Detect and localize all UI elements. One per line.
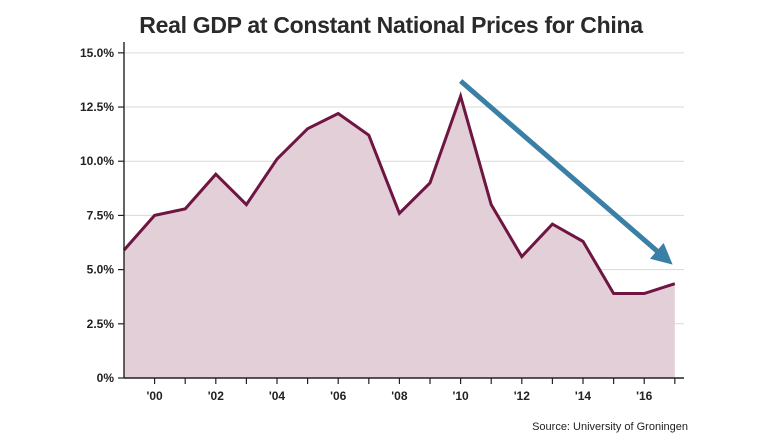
source-note: Source: University of Groningen xyxy=(532,421,688,433)
y-tick-label: 7.5% xyxy=(87,208,115,222)
x-tick-label: '00 xyxy=(146,389,163,403)
series-line xyxy=(122,91,676,295)
y-tick-labels: 0% 2.5% 5.0% 7.5% 10.0% 12.5% 15.0% xyxy=(80,46,114,385)
y-tick-label: 10.0% xyxy=(80,154,114,168)
axes xyxy=(118,42,684,384)
x-tick-label: '10 xyxy=(453,389,470,403)
y-tick-label: 12.5% xyxy=(80,100,114,114)
chart-title: Real GDP at Constant National Prices for… xyxy=(139,12,643,38)
x-tick-label: '02 xyxy=(208,389,225,403)
y-tick-label: 5.0% xyxy=(87,263,115,277)
y-tick-label: 15.0% xyxy=(80,46,114,60)
x-tick-label: '12 xyxy=(514,389,531,403)
x-tick-label: '06 xyxy=(330,389,347,403)
x-tick-label: '08 xyxy=(391,389,408,403)
x-tick-labels: '00 '02 '04 '06 '08 '10 '12 '14 '16 xyxy=(146,389,652,403)
trend-arrow xyxy=(458,79,673,265)
x-tick-label: '04 xyxy=(269,389,286,403)
area-fill xyxy=(124,96,675,378)
y-tick-label: 2.5% xyxy=(87,317,115,331)
x-tick-label: '14 xyxy=(575,389,592,403)
x-tick-label: '16 xyxy=(636,389,653,403)
y-tick-label: 0% xyxy=(97,371,115,385)
